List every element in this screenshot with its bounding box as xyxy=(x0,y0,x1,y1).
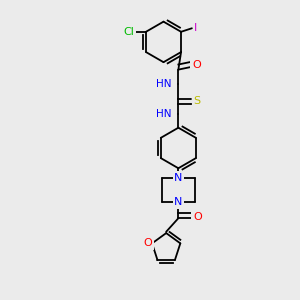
Text: N: N xyxy=(174,197,182,207)
Text: N: N xyxy=(174,173,182,183)
Text: O: O xyxy=(193,212,202,221)
Text: O: O xyxy=(192,60,201,70)
Text: HN: HN xyxy=(156,109,172,119)
Text: I: I xyxy=(194,23,197,33)
Text: O: O xyxy=(144,238,152,248)
Text: S: S xyxy=(194,96,201,106)
Text: HN: HN xyxy=(156,80,172,89)
Text: Cl: Cl xyxy=(123,27,134,37)
